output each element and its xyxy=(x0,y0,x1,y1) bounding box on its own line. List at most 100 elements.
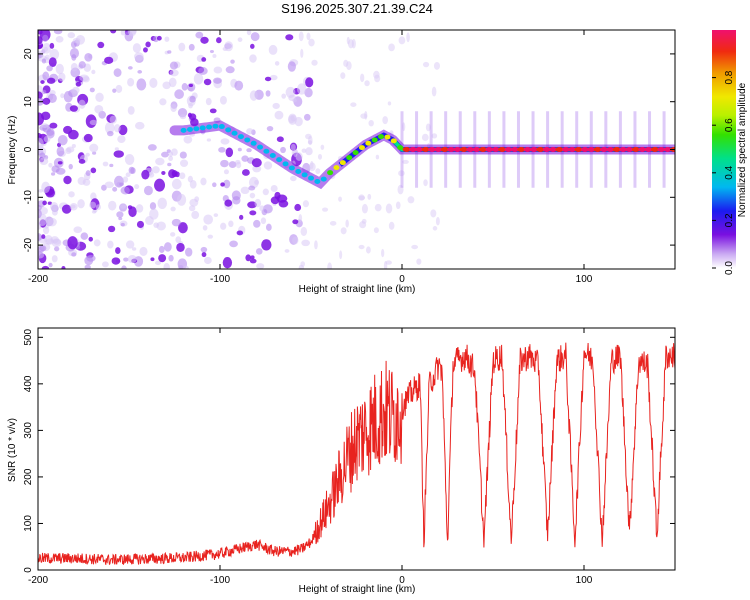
spectrogram-noise-blob xyxy=(228,220,234,228)
spectrogram-noise-blob xyxy=(130,167,136,174)
spectrogram-noise-blob xyxy=(84,264,91,269)
spectrogram-noise-blob xyxy=(104,56,114,64)
spectrogram-hotspot xyxy=(536,147,545,152)
spectrogram-noise-blob xyxy=(40,80,45,85)
spectrogram-hotspot xyxy=(485,147,494,152)
colorbar-tick-label: 0.0 xyxy=(724,261,735,275)
spectrogram-hotspot xyxy=(466,147,475,152)
spectrogram-noise-blob xyxy=(212,182,217,188)
spectrogram-noise-blob xyxy=(149,208,159,220)
snr-xlabel: Height of straight line (km) xyxy=(299,584,416,595)
spectrogram-hotspot xyxy=(663,147,672,152)
spectrogram-noise-blob xyxy=(298,31,304,42)
spectrogram-noise-blob xyxy=(101,261,109,268)
spectrogram-noise-blob xyxy=(235,159,241,165)
spectrogram-noise-blob xyxy=(314,240,318,250)
spectrogram-noise-blob xyxy=(170,206,176,212)
spectrogram-noise-blob xyxy=(346,61,352,71)
spectrogram-noise-blob xyxy=(265,90,271,97)
spectrogram-noise-blob xyxy=(300,226,308,236)
spectrogram-noise-blob xyxy=(38,97,41,102)
spectrogram-noise-blob xyxy=(397,184,404,195)
spectrogram-noise-blob xyxy=(145,41,151,48)
spectrogram-noise-blob xyxy=(382,116,389,125)
spectrogram-noise-blob xyxy=(167,50,172,54)
spectrogram-noise-blob xyxy=(93,239,101,247)
spectrogram-noise-blob xyxy=(317,153,323,160)
spectrogram-noise-blob xyxy=(329,220,337,226)
spectrogram-noise-blob xyxy=(69,202,78,211)
spectrogram-noise-blob xyxy=(168,151,174,157)
spectrogram-hotspot xyxy=(625,147,634,152)
spectrogram-noise-blob xyxy=(163,262,170,269)
spectrogram-noise-blob xyxy=(432,226,438,231)
spectrogram-noise-blob xyxy=(280,146,286,154)
spectrogram-noise-blob xyxy=(90,167,97,174)
spectrogram-noise-blob xyxy=(315,168,321,174)
spectrogram-noise-blob xyxy=(222,257,233,269)
spectrogram-noise-blob xyxy=(46,130,55,136)
spectrogram-noise-blob xyxy=(155,157,165,166)
spectrogram-hotspot xyxy=(339,160,346,166)
spectrogram-hotspot xyxy=(510,147,519,152)
spectrogram-noise-blob xyxy=(322,207,329,212)
spectrogram-noise-blob xyxy=(385,260,392,265)
spectrogram-noise-blob xyxy=(290,114,297,122)
spectrogram-noise-blob xyxy=(395,201,401,210)
spectrogram-noise-blob xyxy=(202,225,208,231)
spectrogram-noise-blob xyxy=(269,74,278,81)
spectrogram-noise-blob xyxy=(127,105,135,115)
spectrogram-noise-blob xyxy=(169,61,179,70)
spectrogram-noise-blob xyxy=(300,48,304,58)
spectrogram-hotspot xyxy=(580,147,589,152)
spectrogram-noise-blob xyxy=(150,257,155,262)
spectrogram-noise-blob xyxy=(398,170,405,177)
spectrogram-noise-blob xyxy=(388,43,395,52)
snr-ytick-label: 200 xyxy=(23,468,34,485)
spectrogram-noise-blob xyxy=(92,151,97,155)
spectrogram-noise-blob xyxy=(200,36,209,44)
spectrogram-hotspot xyxy=(453,147,462,152)
spectrogram-noise-blob xyxy=(181,83,188,91)
spectrogram-noise-blob xyxy=(251,158,262,168)
spectrogram-noise-blob xyxy=(95,204,101,211)
spectrogram-hotspot xyxy=(459,147,468,152)
spectrogram-noise-blob xyxy=(106,130,114,137)
spectrogram-hotspot xyxy=(587,147,596,152)
spectrogram-noise-blob xyxy=(55,167,66,175)
spectrogram-noise-blob xyxy=(120,186,130,195)
spectrogram-noise-blob xyxy=(203,214,213,225)
spectrogram-noise-blob xyxy=(78,99,86,109)
spectrogram-noise-blob xyxy=(63,175,72,185)
spectrogram-hotspot xyxy=(498,147,507,152)
spectrogram-noise-blob xyxy=(306,32,311,41)
spectrogram-hotspot xyxy=(314,179,321,185)
spectrogram-noise-blob xyxy=(139,246,148,256)
snr-panel: -200 -100 0 100 0 100 200 300 400 500 Height of s… xyxy=(7,327,676,595)
spectrogram-noise-blob xyxy=(285,34,294,41)
spectrogram-noise-blob xyxy=(305,77,314,88)
spectrogram-noise-blob xyxy=(38,189,44,193)
spectrogram-hotspot xyxy=(644,147,653,152)
spectrogram-noise-blob xyxy=(136,78,147,91)
spectrogram-noise-blob xyxy=(270,184,278,192)
spectrogram-noise-blob xyxy=(107,240,114,249)
spectrogram-noise-blob xyxy=(61,204,72,214)
chart-title: S196.2025.307.21.39.C24 xyxy=(281,1,433,16)
spectrogram-noise-blob xyxy=(223,179,231,189)
spectrogram-noise-blob xyxy=(435,217,440,226)
spectrogram-noise-blob xyxy=(158,254,167,263)
spectrogram-hotspot xyxy=(193,126,200,132)
spectrogram-hotspot xyxy=(574,147,583,152)
spectrogram-hotspot xyxy=(371,137,378,143)
spectrogram-hotspot xyxy=(180,127,187,133)
spectrogram-noise-blob xyxy=(151,166,160,174)
spectrogram-noise-blob xyxy=(249,258,257,264)
spectrogram-noise-blob xyxy=(149,202,157,210)
spectrogram-noise-blob xyxy=(253,219,261,228)
spectrogram-xlabel: Height of straight line (km) xyxy=(299,284,416,295)
spectrogram-noise-blob xyxy=(188,205,196,212)
spectrogram-noise-blob xyxy=(112,186,118,192)
spectrogram-noise-blob xyxy=(89,201,97,209)
spectrogram-noise-blob xyxy=(115,247,121,255)
